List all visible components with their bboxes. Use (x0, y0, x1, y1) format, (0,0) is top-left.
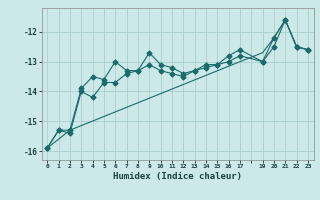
X-axis label: Humidex (Indice chaleur): Humidex (Indice chaleur) (113, 172, 242, 181)
